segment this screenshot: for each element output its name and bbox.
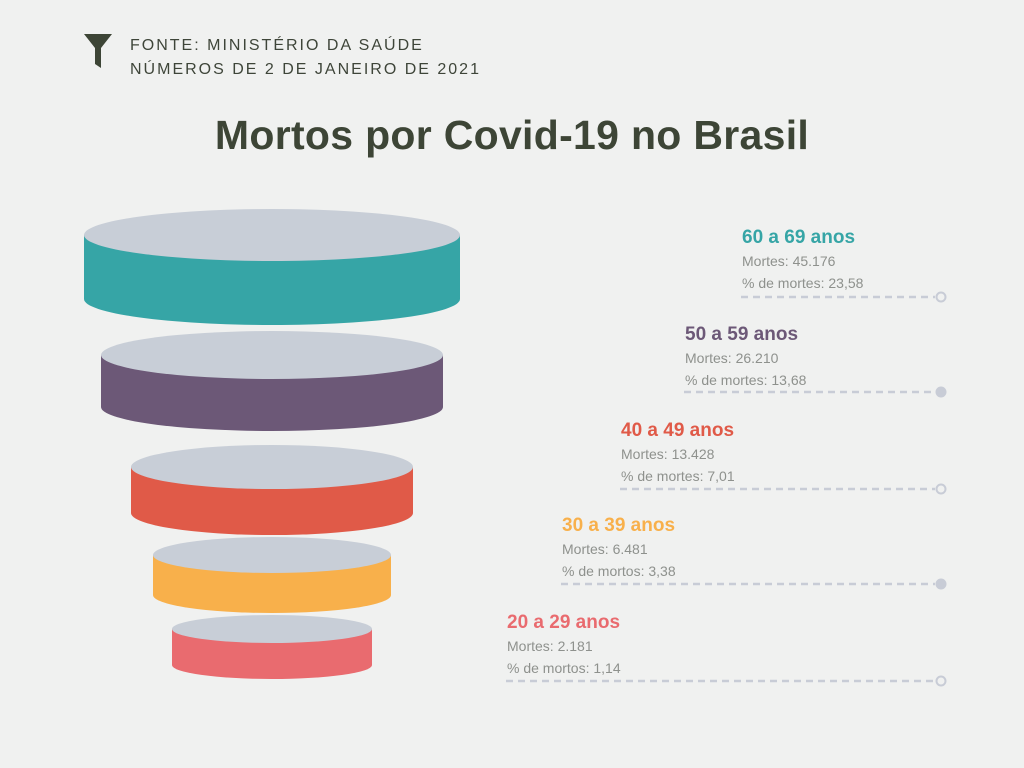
tier-pct-label: % de mortos: 1,14 (507, 660, 621, 676)
leader-dot (935, 386, 947, 398)
funnel-tier-1 (84, 209, 460, 325)
funnel-tier-top (172, 615, 372, 643)
tier-label-5: 20 a 29 anos Mortes: 2.181 % de mortos: 1,… (507, 611, 621, 679)
funnel-tier-4 (153, 537, 391, 613)
funnel-tier-3 (131, 445, 413, 535)
tier-pct-label: % de mortos: 3,38 (562, 563, 676, 579)
funnel-tier-top (84, 209, 460, 261)
tier-deaths-label: Mortes: 13.428 (621, 446, 715, 462)
tier-range-label: 20 a 29 anos (507, 612, 621, 633)
leader-dot (935, 483, 947, 495)
tier-label-2: 50 a 59 anos Mortes: 26.210 % de mortes: 1… (685, 323, 806, 391)
leader-dot (935, 675, 947, 687)
leader-dot (935, 291, 947, 303)
tier-range-label: 40 a 49 anos (621, 420, 735, 441)
tier-range-label: 60 a 69 anos (742, 227, 856, 248)
tier-label-1: 60 a 69 anos Mortes: 45.176 % de mortes: 2… (742, 226, 863, 294)
funnel-tier-top (101, 331, 443, 379)
tier-deaths-label: Mortes: 6.481 (562, 541, 648, 557)
source-line-2: NÚMEROS DE 2 DE JANEIRO DE 2021 (130, 61, 481, 78)
source-line-1: FONTE: MINISTÉRIO DA SAÚDE (130, 37, 424, 54)
funnel-tier-top (153, 537, 391, 573)
funnel-tier-5 (172, 615, 372, 679)
tier-pct-label: % de mortes: 23,58 (742, 275, 864, 291)
tier-pct-label: % de mortes: 13,68 (685, 372, 807, 388)
funnel-tier-top (131, 445, 413, 489)
chart-title: Mortos por Covid-19 no Brasil (214, 112, 810, 158)
tier-label-3: 40 a 49 anos Mortes: 13.428 % de mortes: 7… (621, 419, 735, 487)
tier-label-4: 30 a 39 anos Mortes: 6.481 % de mortos: 3,… (562, 514, 676, 582)
source-note: FONTE: MINISTÉRIO DA SAÚDE NÚMEROS DE 2 … (84, 34, 481, 82)
tier-deaths-label: Mortes: 45.176 (742, 253, 836, 269)
funnel-icon (84, 34, 112, 68)
tier-deaths-label: Mortes: 2.181 (507, 638, 593, 654)
leader-dot (935, 578, 947, 590)
tier-deaths-label: Mortes: 26.210 (685, 350, 779, 366)
tier-pct-label: % de mortes: 7,01 (621, 468, 735, 484)
funnel-tier-body (172, 629, 372, 679)
tier-range-label: 30 a 39 anos (562, 515, 676, 536)
tier-range-label: 50 a 59 anos (685, 324, 799, 345)
funnel-tier-2 (101, 331, 443, 431)
